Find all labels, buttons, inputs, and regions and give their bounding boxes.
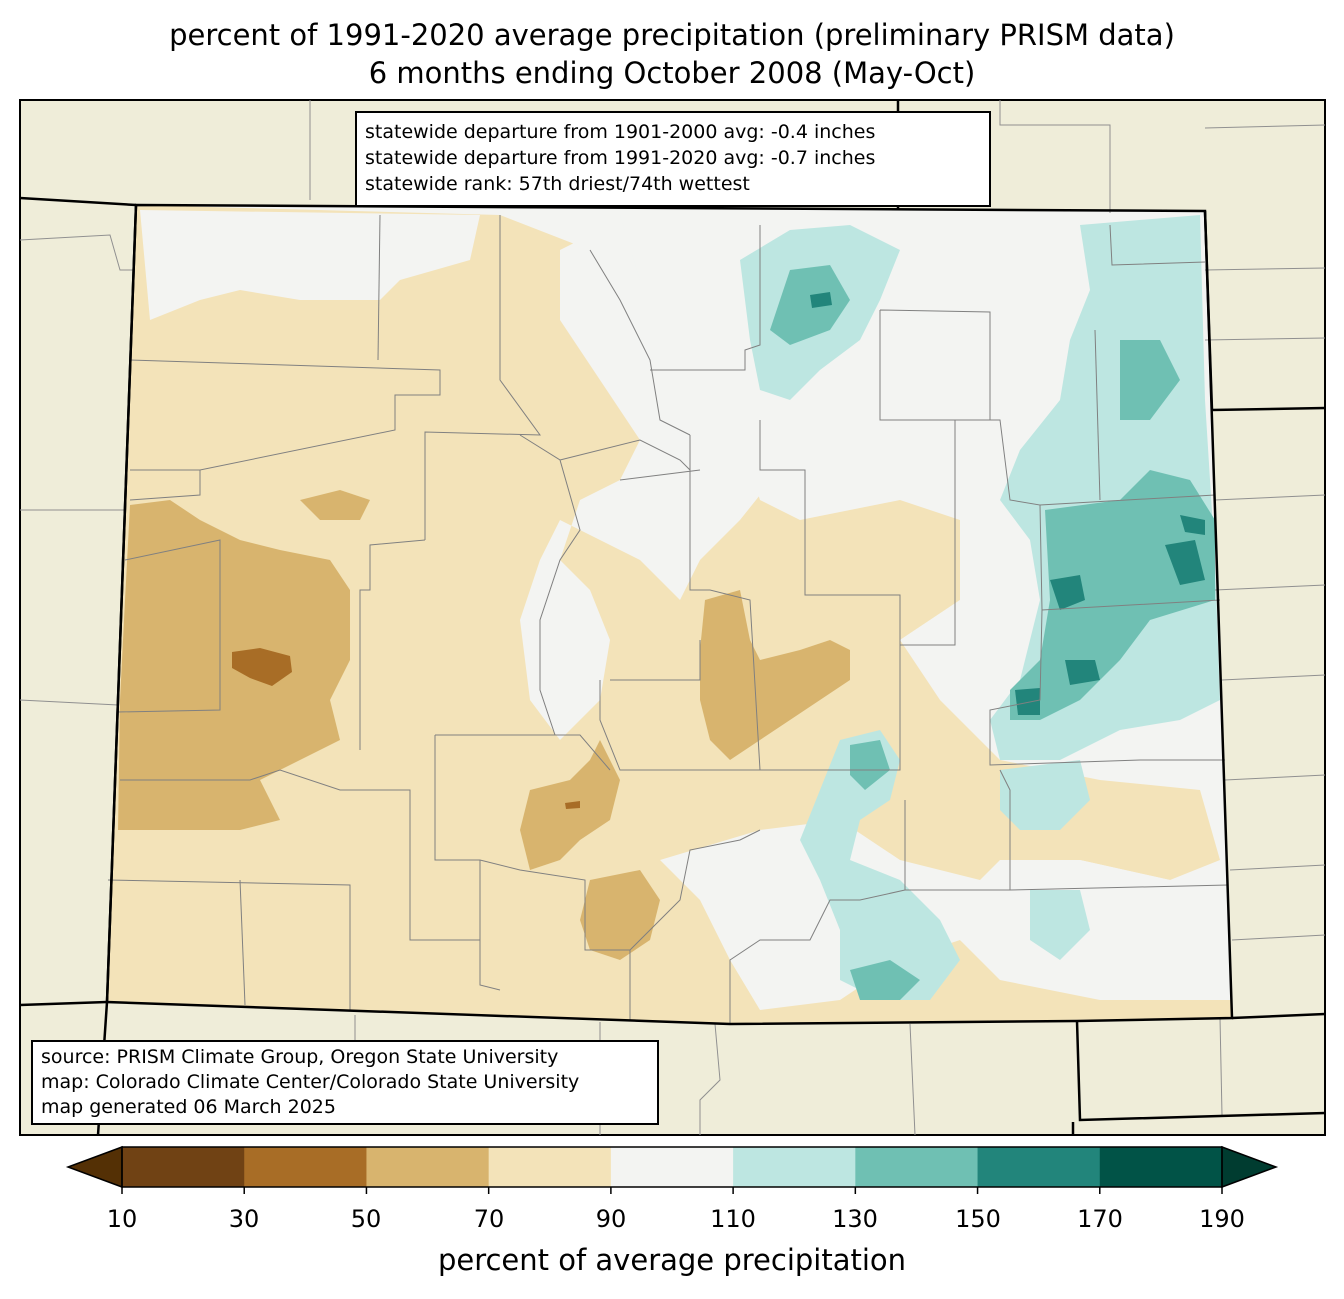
- tick-label-50: 50: [350, 1205, 382, 1233]
- zone-110-130-se3: [1030, 890, 1090, 960]
- zone-50-70-north: [300, 490, 370, 520]
- tick-label-70: 70: [473, 1205, 505, 1233]
- zone-150-170-e: [1180, 515, 1205, 535]
- zone-130-150-ne: [1120, 340, 1180, 420]
- source-line-map: map: Colorado Climate Center/Colorado St…: [41, 1071, 580, 1093]
- map-title-line2: 6 months ending October 2008 (May-Oct): [368, 56, 976, 90]
- tick-label-190: 190: [1199, 1205, 1245, 1233]
- statewide-stats-box: statewide departure from 1901-2000 avg: …: [355, 111, 991, 207]
- stat-line-1901-2000: statewide departure from 1901-2000 avg: …: [365, 121, 876, 143]
- zone-90-110-northwest: [140, 210, 480, 320]
- zone-150-170-a: [1050, 575, 1085, 610]
- zone-50-70-arkansas: [700, 590, 850, 760]
- zone-30-50-west: [232, 648, 292, 686]
- source-line-generated: map generated 06 March 2025: [41, 1096, 336, 1118]
- zone-50-70-south: [580, 870, 660, 960]
- source-line-prism: source: PRISM Climate Group, Oregon Stat…: [41, 1046, 559, 1068]
- zone-130-150-mid: [850, 740, 890, 790]
- zone-150-170-d: [1165, 540, 1205, 585]
- zone-110-130-se2: [1000, 760, 1090, 830]
- map-title-line1: percent of 1991-2020 average precipitati…: [169, 18, 1175, 52]
- tick-label-110: 110: [710, 1205, 756, 1233]
- zone-130-150-north: [770, 265, 850, 345]
- tick-label-10: 10: [106, 1205, 138, 1233]
- zone-150-170-f: [810, 292, 832, 308]
- tick-label-90: 90: [595, 1205, 627, 1233]
- zone-110-130-southeast: [800, 730, 960, 1000]
- tick-label-170: 170: [1077, 1205, 1123, 1233]
- county-lines: [107, 214, 1229, 1024]
- colorado-precip-field: [107, 205, 1232, 1024]
- zone-30-50-south: [565, 801, 580, 809]
- zone-150-170-b: [1065, 660, 1100, 685]
- zone-150-170-c: [1015, 688, 1040, 715]
- zone-70-90-west: [107, 205, 1232, 1024]
- tick-label-30: 30: [228, 1205, 260, 1233]
- tick-label-150: 150: [955, 1205, 1001, 1233]
- stat-line-1991-2020: statewide departure from 1991-2020 avg: …: [365, 147, 876, 169]
- tick-label-130: 130: [832, 1205, 878, 1233]
- zone-90-110-central: [520, 230, 780, 740]
- zone-130-150-east: [1010, 470, 1215, 720]
- source-box: source: PRISM Climate Group, Oregon Stat…: [31, 1040, 659, 1125]
- colorbar-label: percent of average precipitation: [437, 1243, 907, 1277]
- zone-130-150-se: [850, 960, 920, 1000]
- stat-line-rank: statewide rank: 57th driest/74th wettest: [365, 173, 750, 195]
- zone-90-110-southeast: [660, 820, 1232, 1010]
